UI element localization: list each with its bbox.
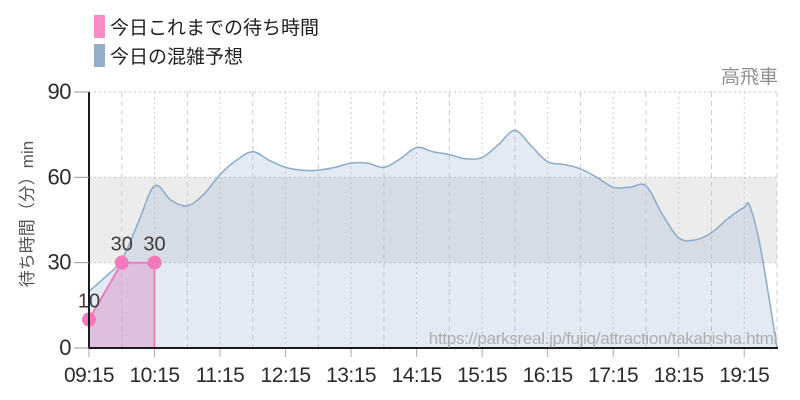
- x-tick-label: 17:15: [588, 364, 638, 387]
- x-tick-label: 15:15: [457, 364, 507, 387]
- legend-item-forecast: 今日の混雑予想: [94, 41, 319, 70]
- y-tick-label: 0: [59, 335, 71, 360]
- legend-item-today-actual: 今日これまでの待ち時間: [94, 12, 319, 41]
- x-tick-label: 18:15: [654, 364, 704, 387]
- watermark-url: https://parksreal.jp/fujiq/attraction/ta…: [428, 329, 778, 348]
- legend: 今日これまでの待ち時間 今日の混雑予想: [94, 12, 319, 70]
- y-tick-label: 90: [48, 79, 72, 104]
- legend-swatch-blue: [94, 44, 105, 67]
- legend-label-today-actual: 今日これまでの待ち時間: [110, 18, 320, 39]
- series-area-forecast: [89, 130, 777, 348]
- x-tick-label: 19:15: [719, 364, 769, 387]
- data-point: [147, 255, 162, 270]
- series-line-forecast: [88, 129, 778, 349]
- y-tick-label: 60: [48, 164, 72, 189]
- congestion-band: [89, 177, 777, 263]
- x-tick-label: 11:15: [196, 364, 245, 387]
- x-tick-label: 16:15: [523, 364, 573, 387]
- data-point: [114, 255, 129, 270]
- attraction-title: 高飛車: [720, 67, 778, 88]
- series-line-actual: [88, 261, 156, 348]
- x-tick-label: 09:15: [64, 364, 114, 387]
- x-tick-label: 14:15: [392, 364, 442, 387]
- series-area-actual: [89, 262, 155, 348]
- y-tick-label: 30: [48, 250, 72, 275]
- legend-label-forecast: 今日の混雑予想: [110, 47, 244, 68]
- x-tick-label: 13:15: [326, 364, 376, 387]
- legend-swatch-pink: [94, 15, 105, 38]
- x-tick-label: 10:15: [129, 364, 179, 387]
- x-tick-label: 12:15: [261, 364, 311, 387]
- data-point-label: 30: [143, 234, 165, 256]
- data-point-label: 30: [111, 234, 133, 256]
